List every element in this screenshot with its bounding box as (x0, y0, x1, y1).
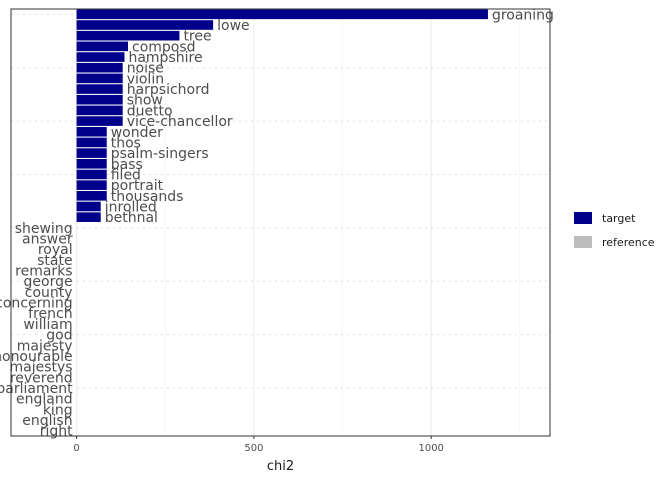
bar-psalm-singers (76, 148, 107, 158)
bar-label-england: england (16, 392, 73, 408)
x-axis-title: chi2 (267, 459, 294, 474)
bar-groaning (76, 9, 488, 20)
bar-tree (76, 30, 180, 41)
bar-label-noise: noise (127, 61, 164, 77)
bar-label-reverend: reverend (10, 370, 73, 386)
bar-label-majesty: majesty (17, 338, 73, 354)
bar-label-concerning: concerning (0, 296, 73, 312)
bar-label-english: english (22, 413, 72, 429)
legend-item-reference: reference (574, 231, 670, 253)
bar-label-bethnal: bethnal (105, 210, 158, 226)
legend-label-target: target (602, 211, 636, 225)
bar-filed (76, 169, 107, 180)
legend-swatch-reference (574, 236, 592, 248)
bar-show (76, 94, 123, 105)
bar-thos (76, 137, 107, 148)
bar-label-wonder: wonder (111, 125, 163, 141)
bar-label-shewing: shewing (15, 221, 73, 237)
bar-label-parliament: parliament (0, 381, 73, 397)
bar-portrait (76, 180, 107, 190)
plot-panel (11, 9, 550, 436)
bar-label-royal: royal (38, 242, 73, 258)
bar-lowe (76, 20, 214, 30)
bar-thousands (76, 191, 107, 201)
bar-label-god: god (46, 328, 72, 344)
bar-composd (76, 41, 129, 52)
bar-label-bass: bass (111, 157, 143, 173)
bar-label-show: show (127, 93, 163, 109)
x-tick-label: 500 (244, 443, 263, 454)
bar-label-filed: filed (111, 167, 141, 183)
bar-label-lowe: lowe (217, 18, 250, 34)
bar-inrolled (76, 201, 101, 212)
legend: target reference (574, 207, 670, 255)
bar-label-thousands: thousands (111, 189, 184, 205)
bar-wonder (76, 126, 107, 137)
bar-bethnal (76, 212, 101, 222)
bar-label-thos: thos (111, 135, 141, 151)
bar-label-composd: composd (132, 39, 196, 55)
x-tick-label: 0 (73, 443, 79, 454)
bar-label-honourable: honourable (0, 349, 73, 365)
bar-label-county: county (25, 285, 73, 301)
bar-vice-chancellor (76, 116, 123, 126)
x-tick-label: 1000 (418, 443, 443, 454)
bar-label-george: george (24, 274, 73, 290)
bar-label-majestys: majestys (10, 360, 73, 376)
bar-harpsichord (76, 84, 123, 94)
bar-label-william: william (23, 317, 72, 333)
legend-label-reference: reference (602, 235, 655, 249)
bar-noise (76, 62, 123, 73)
bar-label-harpsichord: harpsichord (127, 82, 210, 98)
bar-label-psalm-singers: psalm-singers (111, 146, 209, 162)
bar-hampshire (76, 52, 125, 62)
bar-label-portrait: portrait (111, 178, 164, 194)
bar-label-remarks: remarks (15, 264, 72, 280)
bar-label-inrolled: inrolled (105, 199, 157, 215)
panel-border (10, 8, 551, 437)
bar-violin (76, 73, 123, 84)
bar-label-right: right (40, 424, 73, 440)
bar-label-answer: answer (22, 232, 73, 248)
bar-label-state: state (37, 253, 72, 269)
legend-swatch-target (574, 212, 592, 224)
bar-label-vice-chancellor: vice-chancellor (127, 114, 233, 130)
bar-bass (76, 158, 107, 169)
bar-label-hampshire: hampshire (128, 50, 202, 66)
bar-label-violin: violin (127, 71, 164, 87)
legend-item-target: target (574, 207, 670, 229)
bar-label-duetto: duetto (127, 103, 173, 119)
bar-label-groaning: groaning (492, 7, 554, 23)
bar-label-tree: tree (183, 29, 211, 45)
bar-label-french: french (28, 306, 72, 322)
bar-label-king: king (43, 402, 73, 418)
bar-duetto (76, 105, 123, 116)
